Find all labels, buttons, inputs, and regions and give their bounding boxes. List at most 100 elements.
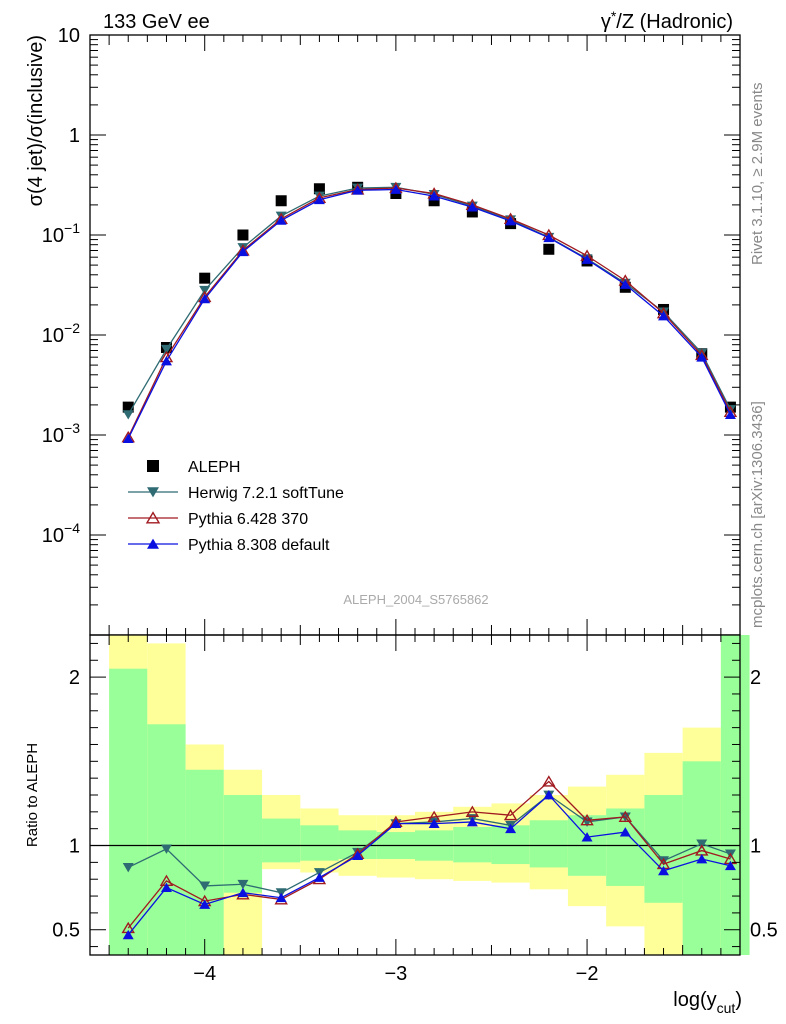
ratio-data-point (503, 808, 518, 821)
ratio-data-point (581, 832, 593, 842)
ratio-data-point (466, 816, 478, 827)
ratio-series-pythia-8-308-default (122, 790, 736, 940)
legend-entry: Pythia 6.428 370 (128, 511, 308, 528)
ratio-data-point (237, 879, 249, 890)
main-series-line (127, 186, 732, 415)
ratio-data-point (428, 818, 440, 829)
main-data-point (466, 202, 478, 212)
main-data-point (275, 215, 287, 225)
main-data-point (581, 254, 593, 264)
legend-entry: Herwig 7.2.1 softTune (128, 485, 344, 502)
header-right-sup: * (611, 8, 617, 24)
main-data-point (160, 356, 172, 366)
main-data-point (543, 243, 555, 255)
main-data-point (122, 410, 134, 420)
legend-marker (147, 487, 159, 498)
ratio-ytick-label-right: 2 (750, 667, 761, 689)
main-data-point (658, 311, 670, 321)
main-data-point (619, 279, 631, 289)
ratio-data-point (505, 823, 517, 834)
header-right-main: γ (601, 11, 611, 33)
main-ytick-label: 10−1 (42, 220, 80, 247)
main-plot-panel: ALEPH_2004_S5765862 σ(4 jet)/σ(inclusive… (25, 25, 741, 636)
main-data-point (352, 185, 364, 195)
main-y-axis-label: σ(4 jet)/σ(inclusive) (25, 35, 47, 206)
legend-label: Herwig 7.2.1 softTune (188, 485, 344, 502)
ratio-data-point (465, 805, 480, 817)
ratio-data-point (542, 775, 556, 787)
x-axis-label-end: ) (735, 989, 742, 1011)
main-series-group (121, 181, 738, 444)
ratio-data-point (122, 863, 134, 873)
main-series-herwig-7-2-1-softtune (122, 182, 736, 420)
main-data-point (724, 409, 736, 419)
main-data-point (122, 401, 134, 413)
main-data-point (237, 246, 249, 257)
ratio-data-point (160, 844, 172, 854)
ratio-data-point (390, 818, 402, 829)
ratio-data-point (618, 810, 633, 822)
ratio-ytick-label-right: 1 (750, 836, 761, 858)
x-axis-label-sub: cut (717, 1000, 736, 1016)
ratio-data-point (724, 860, 736, 871)
ratio-data-point (122, 929, 134, 940)
rivet-label: Rivet 3.1.10, ≥ 2.9M events (749, 83, 766, 266)
ratio-axis-ticks (89, 635, 741, 955)
ratio-ytick-label-left: 0.5 (52, 920, 80, 942)
ratio-data-point (275, 892, 287, 903)
legend: ALEPH Herwig 7.2.1 softTune Pythia 6.428 3… (128, 459, 344, 554)
main-data-point (505, 216, 517, 226)
xtick-label: −3 (384, 963, 407, 985)
ratio-band-green (223, 795, 263, 893)
ratio-band-green (453, 827, 492, 863)
ratio-data-point (658, 856, 670, 866)
main-data-point (237, 229, 249, 241)
ratio-data-point (580, 813, 594, 826)
ratio-data-point (696, 839, 708, 849)
ratio-band-green (185, 769, 224, 955)
ratio-data-point (199, 881, 211, 891)
main-series-line (127, 187, 732, 438)
header-right-rest: /Z (Hadronic) (616, 11, 733, 33)
legend-label: ALEPH (188, 459, 240, 476)
ratio-ytick-label-left: 2 (69, 667, 80, 689)
main-ytick-labels: 10 1 10−1 10−2 10−3 10−4 (42, 25, 80, 547)
ratio-data-point (696, 854, 708, 864)
main-axis-ticks (89, 35, 741, 635)
ratio-data-point (199, 899, 211, 909)
ratio-series-group (121, 775, 738, 940)
main-data-point (122, 433, 134, 444)
legend-marker (145, 511, 161, 524)
main-data-point (199, 272, 211, 284)
main-series-pythia-8-308-default (122, 184, 736, 444)
main-data-point (466, 206, 478, 218)
main-data-point (543, 232, 555, 243)
main-data-point (313, 194, 325, 205)
ratio-tick-labels: 0.5 0.5 1 1 2 2 −4 −3 −2 (52, 667, 778, 985)
ratio-data-point (352, 850, 364, 861)
ratio-uncertainty-bands (109, 635, 750, 955)
main-data-point (313, 183, 325, 195)
main-data-point (199, 285, 211, 296)
ratio-ytick-label-left: 1 (69, 836, 80, 858)
ratio-y-axis-label: Ratio to ALEPH (24, 743, 41, 847)
main-data-point (160, 344, 172, 355)
ratio-ytick-label-right: 0.5 (750, 920, 778, 942)
ratio-data-point (658, 865, 670, 876)
main-data-point (390, 184, 402, 194)
mcplots-label: mcplots.cern.ch [arXiv:1306.3436] (749, 401, 766, 628)
ratio-band-green (147, 724, 186, 955)
legend-label: Pythia 8.308 default (188, 537, 330, 554)
ratio-band-green (300, 825, 339, 861)
main-data-point (275, 195, 287, 207)
header-left: 133 GeV ee (103, 11, 210, 33)
legend-entry: ALEPH (147, 459, 240, 476)
legend-entry: Pythia 8.308 default (128, 537, 330, 554)
ratio-band-green (109, 668, 148, 955)
ratio-band-green (529, 820, 568, 868)
ratio-data-point (543, 790, 555, 800)
legend-label: Pythia 6.428 370 (188, 511, 308, 528)
main-series-line (127, 188, 732, 439)
header-right: γ*/Z (Hadronic) (601, 8, 733, 33)
ratio-band-green (262, 818, 301, 863)
